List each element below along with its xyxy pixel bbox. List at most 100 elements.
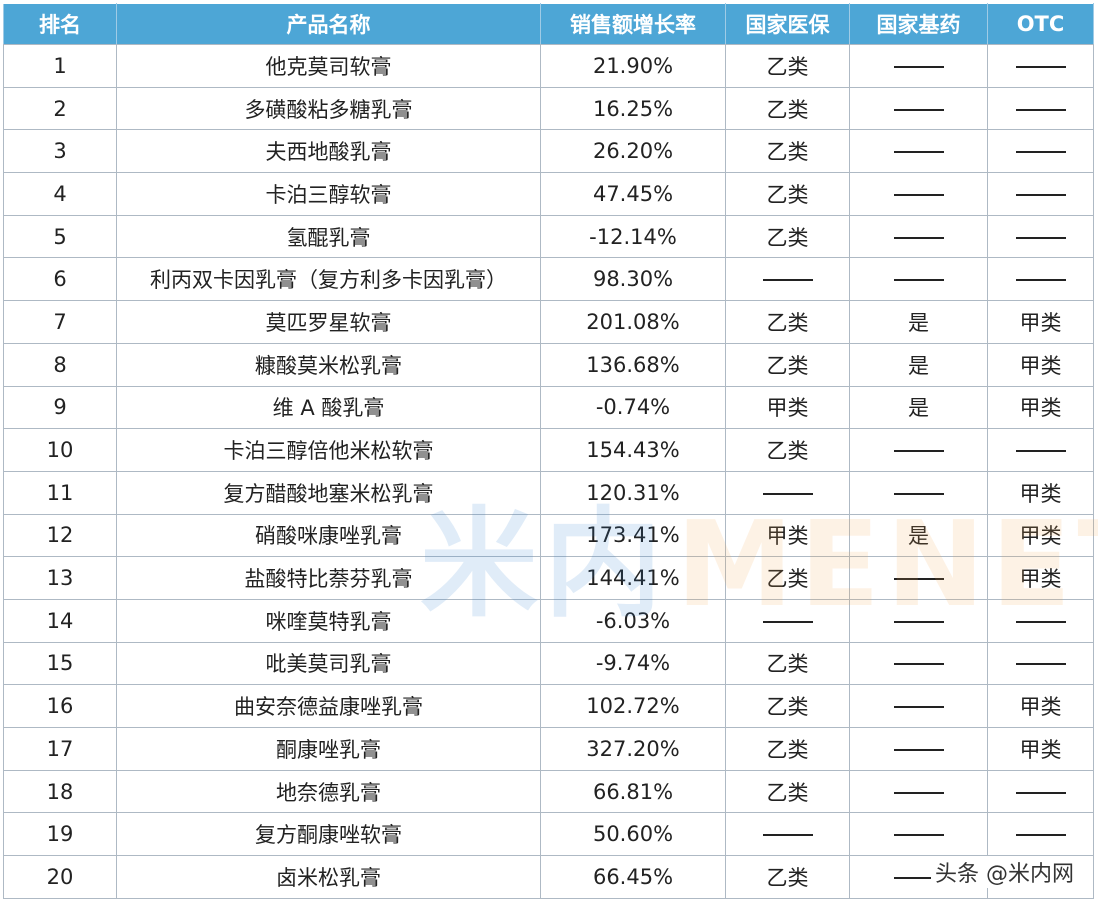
cell-national-essential-drug: 是 [849,385,988,430]
cell-national-insurance: 乙类 [725,129,850,174]
cell-product-name: 硝酸咪康唑乳膏 [116,513,541,558]
cell-national-insurance: 乙类 [725,769,850,814]
cell-rank: 8 [3,342,117,387]
cell-national-insurance: 乙类 [725,727,850,771]
cell-rank: 12 [3,513,117,558]
cell-national-essential-drug [849,428,988,472]
cell-sales-growth: 201.08% [540,300,726,344]
cell-otc [987,641,1094,686]
cell-rank: 1 [3,44,117,88]
dash-mark [893,748,944,751]
cell-product-name: 复方酮康唑软膏 [116,812,541,857]
cell-national-essential-drug [849,812,988,857]
cell-product-name: 曲安奈德益康唑乳膏 [116,684,541,728]
cell-rank: 10 [3,428,117,472]
cell-national-insurance: 乙类 [725,641,850,686]
cell-otc: 甲类 [987,727,1094,771]
cell-product-name: 卤米松乳膏 [116,855,541,899]
table-row: 16 曲安奈德益康唑乳膏 102.72% 乙类 甲类 [3,684,1094,728]
cell-national-insurance: 甲类 [725,513,850,558]
cell-sales-growth: 66.45% [540,855,726,899]
cell-national-essential-drug [849,129,988,174]
dash-mark [762,492,813,495]
cell-otc [987,86,1094,131]
cell-national-insurance: 乙类 [725,44,850,88]
table-header: 排名 产品名称 销售额增长率 国家医保 国家基药 OTC [3,3,1094,45]
cell-rank: 20 [3,855,117,899]
cell-rank: 11 [3,470,117,515]
cell-national-essential-drug [849,470,988,515]
cell-otc: 甲类 [987,470,1094,515]
table-row: 2 多磺酸粘多糖乳膏 16.25% 乙类 [3,86,1094,131]
cell-sales-growth: 327.20% [540,727,726,771]
cell-rank: 4 [3,172,117,216]
cell-rank: 19 [3,812,117,857]
table-row: 12 硝酸咪康唑乳膏 173.41% 甲类是甲类 [3,513,1094,558]
dash-mark [1015,236,1066,239]
cell-product-name: 卡泊三醇软膏 [116,172,541,216]
cell-national-insurance: 乙类 [725,214,850,259]
dash-mark [762,620,813,623]
header-sales-growth: 销售额增长率 [540,3,726,45]
cell-rank: 9 [3,385,117,430]
header-row: 排名 产品名称 销售额增长率 国家医保 国家基药 OTC [3,3,1094,45]
dash-mark [893,450,944,453]
cell-sales-growth: -9.74% [540,641,726,686]
dash-mark [893,620,944,623]
dash-mark [1015,65,1066,68]
cell-national-essential-drug [849,641,988,686]
cell-rank: 17 [3,727,117,771]
cell-national-essential-drug [849,769,988,814]
dash-mark [893,834,944,837]
cell-otc [987,812,1094,857]
cell-national-insurance: 乙类 [725,684,850,728]
cell-product-name: 吡美莫司乳膏 [116,641,541,686]
cell-rank: 15 [3,641,117,686]
cell-national-insurance [725,598,850,643]
cell-sales-growth: 66.81% [540,769,726,814]
cell-otc: 甲类 [987,300,1094,344]
table-row: 20 卤米松乳膏 66.45% 乙类 [3,855,1094,899]
header-otc: OTC [987,3,1094,45]
dash-mark [1015,279,1066,282]
cell-otc [987,598,1094,643]
dash-mark [893,492,944,495]
cell-rank: 5 [3,214,117,259]
header-rank: 排名 [3,3,117,45]
cell-national-essential-drug [849,86,988,131]
cell-sales-growth: 21.90% [540,44,726,88]
cell-rank: 13 [3,556,117,600]
table-row: 6 利丙双卡因乳膏（复方利多卡因乳膏） 98.30% [3,257,1094,302]
cell-national-insurance: 甲类 [725,385,850,430]
product-ranking-table: 排名 产品名称 销售额增长率 国家医保 国家基药 OTC 1 他克莫司软膏 21.9… [3,3,1094,899]
cell-rank: 16 [3,684,117,728]
cell-otc: 甲类 [987,513,1094,558]
cell-national-insurance: 乙类 [725,86,850,131]
table-row: 8 糠酸莫米松乳膏 136.68% 乙类是甲类 [3,342,1094,387]
cell-national-insurance: 乙类 [725,342,850,387]
dash-mark [762,834,813,837]
cell-otc [987,129,1094,174]
cell-product-name: 盐酸特比萘芬乳膏 [116,556,541,600]
dash-mark [1015,151,1066,154]
cell-national-insurance: 乙类 [725,300,850,344]
dash-mark [1015,663,1066,666]
cell-otc: 甲类 [987,556,1094,600]
cell-product-name: 他克莫司软膏 [116,44,541,88]
cell-sales-growth: 50.60% [540,812,726,857]
header-product-name: 产品名称 [116,3,541,45]
dash-mark [893,578,944,581]
cell-sales-growth: 102.72% [540,684,726,728]
cell-sales-growth: 98.30% [540,257,726,302]
cell-product-name: 氢醌乳膏 [116,214,541,259]
cell-otc [987,214,1094,259]
dash-mark [893,706,944,709]
cell-product-name: 咪喹莫特乳膏 [116,598,541,643]
cell-national-insurance [725,257,850,302]
cell-sales-growth: 16.25% [540,86,726,131]
cell-product-name: 维 A 酸乳膏 [116,385,541,430]
cell-product-name: 卡泊三醇倍他米松软膏 [116,428,541,472]
table-body: 1 他克莫司软膏 21.90% 乙类 2 多磺酸粘多糖乳膏 16.25% 乙类 3 夫西地酸乳膏 2… [3,44,1094,899]
cell-national-essential-drug: 是 [849,513,988,558]
cell-otc [987,257,1094,302]
